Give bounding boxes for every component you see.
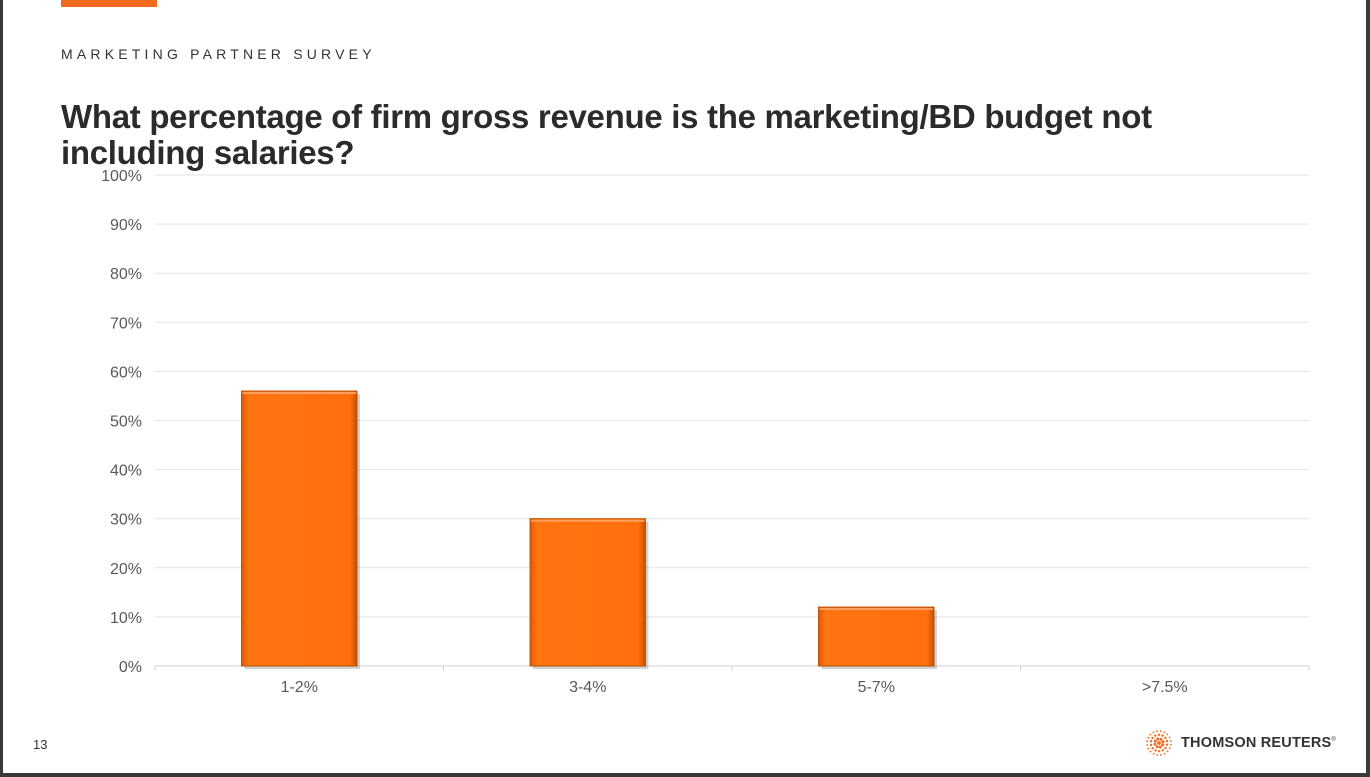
x-tick-label: >7.5% (1142, 679, 1188, 696)
logo-dot (1159, 737, 1163, 741)
logo-dot (1154, 749, 1157, 752)
logo-dot (1164, 736, 1167, 740)
logo-dot (1165, 739, 1169, 743)
logo-dot (1164, 746, 1167, 750)
y-tick-label: 0% (119, 659, 142, 676)
logo-dot (1149, 750, 1152, 753)
logo-dot (1149, 740, 1153, 743)
x-axis-ticks: 1-2% 3-4% 5-7% >7.5% (281, 679, 1188, 696)
logo-dot (1169, 740, 1172, 742)
logo-dot (1157, 741, 1161, 745)
logo-dot (1149, 743, 1153, 747)
logo-dot (1163, 731, 1166, 734)
logo-dot (1151, 736, 1154, 740)
x-tick-label: 3-4% (569, 679, 606, 696)
reuters-dot-logo-icon (1146, 730, 1172, 756)
logo-dot (1157, 733, 1161, 737)
y-tick-label: 40% (110, 463, 142, 480)
logo-dot (1152, 752, 1155, 755)
logo-dot (1161, 740, 1165, 744)
bar-3 (818, 606, 937, 669)
y-tick-label: 50% (110, 414, 142, 431)
logo-dot (1146, 744, 1149, 746)
y-tick-label: 30% (110, 512, 142, 529)
bar-2 (529, 518, 649, 669)
y-tick-label: 70% (110, 315, 142, 332)
bars (241, 390, 937, 669)
logo-dot (1168, 736, 1171, 739)
y-tick-label: 80% (110, 266, 142, 283)
y-tick-label: 10% (110, 610, 142, 627)
logo-dot (1157, 749, 1161, 753)
brand-name: THOMSON REUTERS® (1181, 735, 1337, 751)
y-tick-label: 60% (110, 364, 142, 381)
y-tick-label: 100% (101, 168, 142, 185)
logo-dot (1153, 739, 1157, 743)
bar (529, 518, 646, 667)
logo-dot (1161, 734, 1164, 737)
logo-dot (1152, 731, 1155, 734)
y-tick-label: 90% (110, 217, 142, 234)
y-axis-ticks: 0% 10% 20% 30% 40% 50% 60% 70% 80% 90% 100% (101, 168, 142, 676)
logo-dot (1161, 749, 1164, 752)
bar-chart: 0% 10% 20% 30% 40% 50% 60% 70% 80% 90% 100% 1-2% 3-… (101, 168, 1310, 696)
bar (241, 390, 358, 667)
slide: MARKETING PARTNER SURVEY What percentage… (3, 0, 1366, 773)
x-tick-label: 5-7% (858, 679, 895, 696)
logo-dot (1158, 745, 1162, 749)
logo-dot (1169, 743, 1172, 746)
logo-dot (1147, 747, 1150, 750)
y-tick-label: 20% (110, 561, 142, 578)
logo-dot (1168, 747, 1171, 750)
logo-dot (1163, 752, 1166, 755)
bar-1 (241, 390, 360, 669)
logo-dot (1160, 753, 1162, 756)
logo-dot (1156, 753, 1159, 756)
x-tick-label: 1-2% (281, 679, 318, 696)
bar-highlight (531, 519, 645, 522)
logo-dot (1159, 730, 1162, 733)
bar (818, 606, 935, 667)
logo-dot (1154, 734, 1157, 737)
bar-highlight (819, 608, 933, 611)
logo-dot (1147, 736, 1150, 739)
logo-dot (1155, 745, 1159, 749)
logo-dot (1146, 740, 1149, 743)
section-label: MARKETING PARTNER SURVEY (61, 46, 376, 62)
logo-dot (1149, 733, 1152, 736)
logo-dot (1156, 737, 1160, 741)
logo-dot (1161, 743, 1165, 747)
logo-dot (1156, 730, 1158, 733)
logo-dot (1165, 743, 1169, 746)
logo-dot (1166, 733, 1169, 736)
accent-bar (61, 0, 157, 7)
logo-dot (1166, 750, 1169, 753)
logo-dot (1151, 746, 1154, 750)
slide-title: What percentage of firm gross revenue is… (61, 98, 1152, 171)
logo-dot (1153, 742, 1157, 746)
bar-highlight (242, 392, 356, 395)
thomson-reuters-logo: THOMSON REUTERS® (1145, 729, 1336, 757)
page-number: 13 (33, 737, 48, 752)
